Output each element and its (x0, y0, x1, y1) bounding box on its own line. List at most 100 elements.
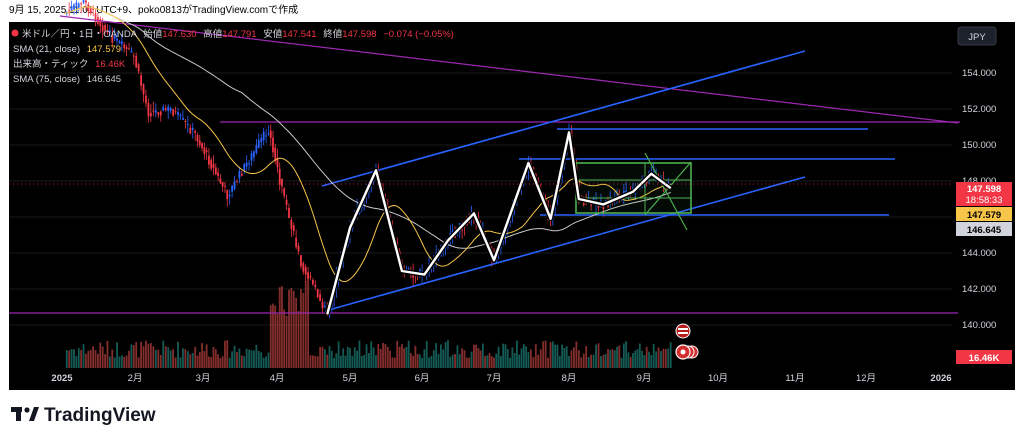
time-tick: 12月 (856, 373, 876, 384)
candle-body (214, 167, 217, 174)
legend-sma75-label[interactable]: SMA (75, close) (13, 74, 80, 85)
candle-body (302, 263, 305, 272)
legend-volume-label[interactable]: 出来高・ティック (13, 58, 88, 70)
volume-bar (92, 346, 95, 368)
candle-body (189, 127, 192, 134)
tradingview-wordmark: TradingView (44, 405, 156, 426)
sma21-tag-value: 147.579 (967, 210, 1001, 221)
volume-bar (285, 315, 288, 368)
volume-tag-value: 16.46K (969, 353, 1000, 364)
volume-bar (396, 340, 399, 368)
candle-body (137, 64, 140, 72)
volume-bar (451, 354, 454, 368)
volume-bar (319, 347, 321, 368)
legend-low-value: 147.541 (282, 29, 316, 40)
volume-bar (622, 343, 625, 368)
legend-symbol[interactable]: 米ドル／円・1日・OANDA (22, 28, 138, 40)
candle-body (272, 137, 274, 153)
candle-body (292, 225, 295, 231)
volume-bar (300, 289, 302, 368)
tradingview-logo-icon (11, 407, 39, 421)
descending-trendline[interactable] (59, 15, 959, 124)
volume-bar (217, 354, 220, 368)
volume-bar (130, 344, 133, 368)
volume-bar (458, 354, 461, 368)
candle-body (149, 112, 152, 117)
event-markers[interactable] (675, 323, 699, 360)
price-tags: 147.598 18:58:33 147.579 146.645 16.46K (956, 182, 1012, 364)
currency-button[interactable]: JPY (957, 26, 997, 46)
volume-bar (585, 346, 588, 368)
volume-bar (295, 297, 298, 368)
volume-bar (470, 351, 473, 368)
volume-bar (435, 343, 438, 368)
candle-body (240, 173, 243, 176)
volume-bar (539, 349, 542, 368)
candle-body (94, 13, 97, 22)
currency-button-bg[interactable] (957, 26, 997, 46)
svg-text:米ドル／円・1日・OANDA 始値147.630: 米ドル／円・1日・OANDA 始値147.630 高値147.791 安値147… (22, 28, 454, 40)
volume-bar (597, 343, 600, 368)
volume-bar (477, 348, 480, 368)
volume-bar (167, 347, 170, 368)
channel-lower-line[interactable] (324, 176, 806, 312)
candle-body (184, 120, 187, 122)
volume-bar (372, 347, 375, 368)
candle-body (70, 6, 73, 12)
candle-body (278, 168, 281, 185)
volume-bar (120, 355, 123, 368)
time-axis[interactable]: 2025 2月 3月 4月 5月 6月 7月 8月 9月 10月 11月 12月… (51, 373, 951, 384)
candle-body (82, 0, 85, 3)
candle-body (297, 245, 300, 252)
candle-body (174, 111, 177, 113)
currency-button-label[interactable]: JPY (968, 32, 986, 43)
tradingview-brand[interactable]: TradingView (11, 405, 156, 426)
svg-text:SMA (21, close) 147.579: SMA (21, close) 147.579 (13, 44, 121, 55)
channel-upper-line[interactable] (321, 50, 806, 187)
volume-bar (349, 348, 351, 368)
volume-bar (340, 355, 342, 368)
svg-text:SMA (75, close) 146.645: SMA (75, close) 146.645 (13, 74, 121, 85)
sma75-tag (956, 222, 1012, 236)
legend-sma21-label[interactable]: SMA (21, close) (13, 44, 80, 55)
volume-bar (506, 348, 509, 368)
candle-body (89, 8, 92, 14)
candle-body (269, 130, 272, 138)
candle-body (465, 223, 468, 226)
candle-body (407, 268, 410, 270)
volume-bar (636, 349, 639, 368)
volume-bar (164, 346, 167, 368)
candle-body (285, 199, 288, 205)
volume-bar (403, 348, 406, 368)
volume-bar (191, 353, 194, 368)
volume-bar (253, 350, 255, 368)
volume-bar (444, 341, 447, 368)
candle-body (147, 102, 150, 117)
candle-body (221, 182, 224, 187)
candle-body (290, 220, 293, 229)
volume-bar (97, 353, 99, 368)
bar-countdown: 18:58:33 (966, 195, 1003, 206)
volume-bar (652, 343, 655, 368)
volume-bar (437, 353, 440, 368)
candle-body (228, 194, 231, 197)
volume-bar (152, 346, 155, 368)
us-flag-event-icon[interactable] (675, 323, 691, 339)
volume-bar (425, 341, 428, 368)
candle-body (154, 110, 157, 113)
volume-bar (580, 357, 583, 368)
volume-bar (65, 350, 68, 368)
volume-bar (439, 344, 442, 368)
volume-bar (511, 347, 514, 368)
volume-bar (147, 343, 150, 368)
volume-bar (111, 349, 114, 368)
volume-bar (309, 355, 312, 368)
candle-body (250, 153, 253, 161)
volume-bar (384, 343, 387, 368)
volume-bar (208, 356, 210, 368)
volume-bar (142, 346, 145, 368)
candle-body (253, 151, 255, 158)
volume-bars (65, 274, 672, 368)
candle-body (602, 205, 605, 210)
volume-bar (607, 349, 609, 368)
